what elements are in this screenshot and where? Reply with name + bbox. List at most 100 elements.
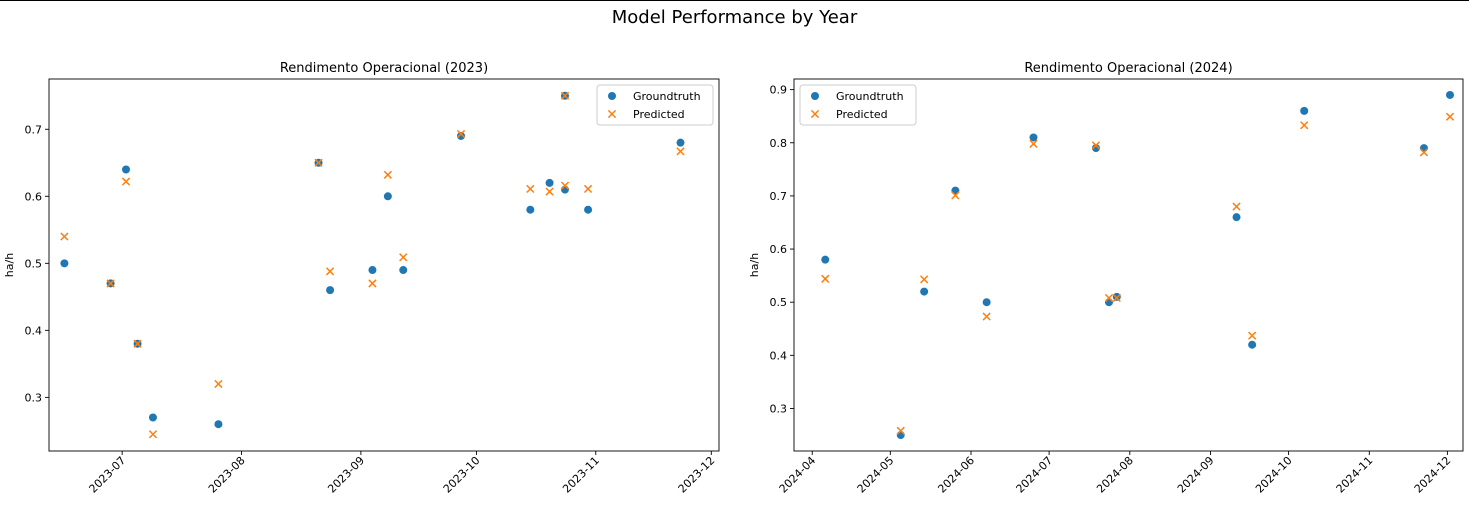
x-tick-label: 2024-09 xyxy=(1175,454,1217,496)
groundtruth-point xyxy=(920,287,929,296)
groundtruth-point xyxy=(526,205,535,214)
predicted-point xyxy=(1300,121,1309,130)
figure-title: Model Performance by Year xyxy=(611,7,858,28)
predicted-point xyxy=(560,91,570,100)
predicted-point xyxy=(896,426,905,435)
predicted-point xyxy=(214,379,223,389)
groundtruth-point xyxy=(368,266,377,275)
groundtruth-point xyxy=(560,185,569,194)
predicted-point xyxy=(545,187,554,196)
legend-label: Predicted xyxy=(836,108,888,121)
groundtruth-point xyxy=(383,192,392,201)
predicted-point xyxy=(1112,293,1121,303)
predicted-point xyxy=(383,170,392,179)
predicted-point xyxy=(314,158,323,167)
predicted-point xyxy=(676,147,685,156)
figure-top-border xyxy=(0,0,1469,1)
predicted-point xyxy=(1104,293,1114,303)
groundtruth-point xyxy=(821,255,830,264)
groundtruth-point xyxy=(148,413,157,422)
y-tick-label: 0.4 xyxy=(25,324,43,337)
groundtruth-point xyxy=(1300,106,1309,115)
groundtruth-point xyxy=(584,205,593,214)
predicted-point xyxy=(133,339,142,348)
x-tick-label: 2023-07 xyxy=(87,454,129,496)
y-tick-label: 0.5 xyxy=(25,257,43,270)
x-tick-label: 2023-11 xyxy=(560,454,602,496)
predicted-point xyxy=(368,279,377,288)
predicted-point xyxy=(982,312,991,321)
predicted-point xyxy=(1232,202,1241,211)
groundtruth-point xyxy=(214,420,223,429)
predicted-point xyxy=(920,275,929,284)
predicted-point xyxy=(1091,141,1101,150)
legend-predicted-marker xyxy=(607,109,617,119)
predicted-point xyxy=(1248,331,1257,340)
legend-box xyxy=(799,84,917,126)
legend: Groundtruth Predicted xyxy=(596,84,714,126)
y-axis-label: ha/h xyxy=(3,253,16,277)
predicted-point xyxy=(60,232,69,241)
legend-label: Groundtruth xyxy=(836,90,904,103)
predicted-point xyxy=(560,181,570,190)
predicted-point xyxy=(106,279,115,288)
predicted-point xyxy=(1419,148,1429,157)
subplot-title: Rendimento Operacional (2023) xyxy=(280,61,488,76)
x-tick-label: 2024-05 xyxy=(855,454,897,496)
legend-predicted-marker xyxy=(810,109,820,119)
y-tick-label: 0.4 xyxy=(770,349,788,362)
groundtruth-point xyxy=(457,131,466,140)
groundtruth-point xyxy=(326,286,335,295)
x-tick-label: 2023-08 xyxy=(206,454,248,496)
y-tick-label: 0.7 xyxy=(25,123,43,136)
groundtruth-point xyxy=(1029,133,1038,142)
y-tick-label: 0.5 xyxy=(770,296,788,309)
y-tick-label: 0.8 xyxy=(770,137,788,150)
y-tick-label: 0.6 xyxy=(25,190,43,203)
y-tick-label: 0.3 xyxy=(25,391,43,404)
x-tick-label: 2024-12 xyxy=(1412,454,1454,496)
groundtruth-point xyxy=(1112,292,1121,301)
y-tick-label: 0.7 xyxy=(770,190,788,203)
groundtruth-point xyxy=(676,138,685,147)
subplot-1: Rendimento Operacional (2023) ha/h 0.3 0.4 0… xyxy=(3,61,720,496)
subplot-title: Rendimento Operacional (2024) xyxy=(1024,61,1232,76)
predicted-point xyxy=(951,191,960,200)
y-tick-label: 0.3 xyxy=(770,402,788,415)
predicted-point xyxy=(325,267,335,276)
x-tick-label: 2024-10 xyxy=(1253,454,1295,496)
y-tick-label: 0.6 xyxy=(770,243,788,256)
groundtruth-point xyxy=(1091,144,1100,153)
predicted-point xyxy=(583,184,593,194)
legend: Groundtruth Predicted xyxy=(799,84,917,126)
predicted-point xyxy=(456,129,466,139)
predicted-point xyxy=(1029,139,1038,148)
groundtruth-point xyxy=(399,266,408,275)
legend-box xyxy=(596,84,714,126)
predicted-point xyxy=(148,430,158,439)
groundtruth-point xyxy=(1232,213,1241,222)
x-tick-label: 2024-08 xyxy=(1094,454,1136,496)
groundtruth-point xyxy=(896,431,905,440)
groundtruth-point xyxy=(1419,144,1428,153)
legend-groundtruth-marker xyxy=(608,92,616,100)
axes-frame xyxy=(48,78,720,452)
groundtruth-point xyxy=(982,298,991,307)
x-tick-label: 2023-12 xyxy=(676,454,718,496)
x-tick-label: 2023-10 xyxy=(441,454,483,496)
predicted-point xyxy=(821,274,830,283)
x-tick-label: 2024-11 xyxy=(1334,454,1376,496)
groundtruth-point xyxy=(1104,298,1113,307)
x-tick-label: 2024-04 xyxy=(777,454,819,496)
x-tick-label: 2024-06 xyxy=(935,454,977,496)
legend-label: Predicted xyxy=(633,108,685,121)
legend-label: Groundtruth xyxy=(633,90,701,103)
groundtruth-point xyxy=(60,259,69,268)
predicted-point xyxy=(121,177,131,186)
axes-frame xyxy=(793,78,1464,452)
subplot-2: Rendimento Operacional (2024) ha/h 0.3 0.4 0… xyxy=(748,61,1464,496)
y-axis-label: ha/h xyxy=(748,253,761,277)
groundtruth-point xyxy=(1445,90,1454,99)
y-tick-label: 0.9 xyxy=(770,84,788,97)
